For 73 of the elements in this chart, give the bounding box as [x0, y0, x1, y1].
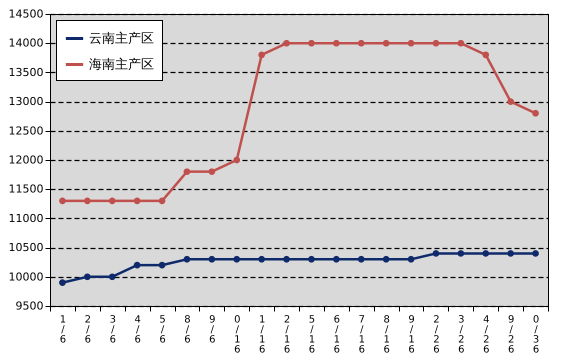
point: [507, 250, 514, 257]
point: [408, 40, 414, 47]
point: [332, 256, 340, 263]
x-tick-label: 4/26: [483, 314, 490, 356]
point: [532, 110, 539, 117]
legend-label: 海南主产区: [89, 56, 154, 72]
point: [482, 250, 490, 257]
point: [108, 198, 116, 204]
point: [108, 273, 116, 280]
point: [258, 256, 266, 263]
point: [258, 52, 266, 58]
x-tick-label: 0/16: [234, 314, 240, 356]
point: [158, 198, 166, 204]
point: [408, 256, 414, 263]
x-tick-label: 1/6: [60, 314, 66, 346]
x-tick-label: 2/16: [284, 314, 290, 356]
x-tick-label: 9/16: [408, 314, 415, 356]
point: [358, 256, 365, 263]
point: [457, 40, 464, 47]
x-tick-label: 7/16: [358, 314, 365, 356]
x-tick-label: 5/16: [308, 314, 316, 356]
point: [283, 40, 290, 47]
y-tick-label: 12000: [8, 154, 44, 166]
x-tick-label: 2/26: [433, 314, 440, 356]
x-tick-label: 8/16: [383, 314, 390, 356]
point: [457, 250, 464, 257]
point: [432, 40, 440, 47]
x-tick-label: 2/6: [84, 314, 92, 346]
point: [432, 250, 440, 257]
point: [358, 40, 365, 47]
point: [507, 98, 514, 105]
x-tick-label: 1/16: [258, 314, 266, 356]
y-tick-label: 13000: [8, 95, 44, 108]
y-tick-label: 14000: [8, 36, 44, 50]
point: [208, 256, 216, 263]
y-tick-label: 13500: [8, 66, 44, 79]
point: [208, 168, 216, 176]
y-tick-label: 11500: [8, 182, 44, 196]
point: [382, 40, 390, 47]
point: [308, 256, 315, 263]
point: [332, 40, 340, 47]
point: [59, 279, 66, 286]
x-tick-label: 5/6: [159, 314, 166, 346]
x-tick-label: 3/6: [110, 314, 116, 346]
y-tick-label: 11000: [8, 212, 44, 225]
x-tick-label: 9/26: [508, 314, 514, 356]
point: [308, 40, 315, 47]
y-tick-label: 9500: [16, 300, 44, 312]
y-tick-label: 10500: [8, 241, 44, 254]
y-tick-label: 12500: [8, 124, 44, 138]
point: [532, 250, 539, 257]
point: [283, 256, 290, 263]
point: [233, 156, 240, 164]
point: [134, 198, 141, 204]
point: [382, 256, 390, 263]
x-tick-label: 0/36: [532, 314, 540, 356]
point: [84, 273, 91, 280]
legend-label: 云南主产区: [89, 30, 154, 46]
x-tick-label: 9/6: [209, 314, 216, 346]
point: [59, 198, 66, 204]
x-tick-label: 6/16: [334, 314, 340, 356]
point: [233, 256, 240, 263]
point: [482, 52, 490, 58]
point: [184, 168, 190, 176]
x-tick-label: 8/6: [184, 314, 191, 346]
x-tick-label: 4/6: [134, 314, 141, 346]
point: [84, 198, 91, 204]
y-tick-label: 10000: [8, 270, 44, 284]
point: [184, 256, 190, 263]
point: [134, 262, 141, 268]
y-tick-label: 14500: [8, 8, 44, 20]
point: [158, 262, 166, 268]
x-tick-label: 3/26: [458, 314, 465, 356]
